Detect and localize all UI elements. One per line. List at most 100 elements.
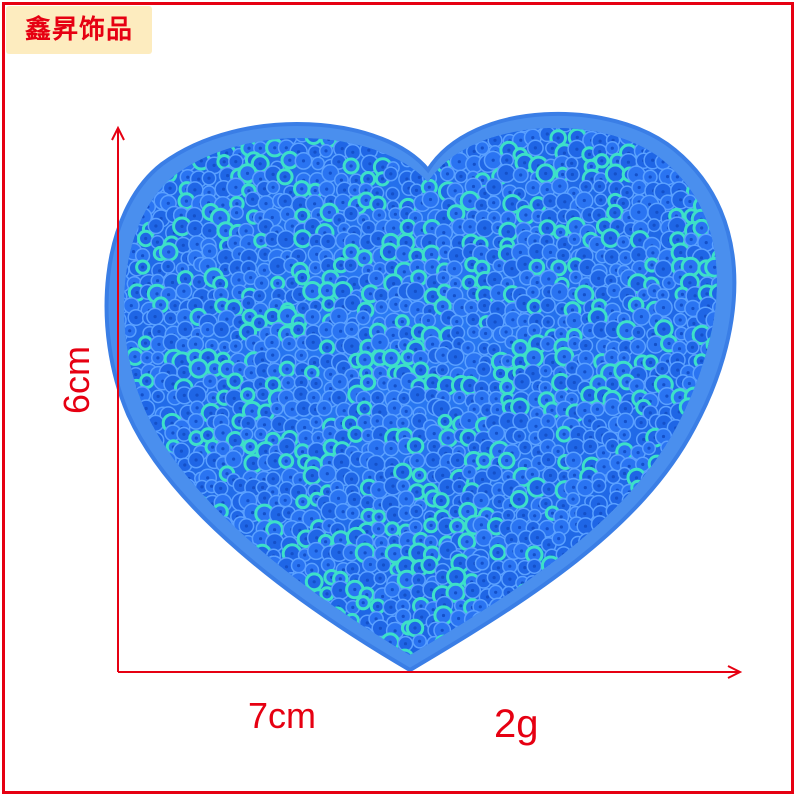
sequin-hole xyxy=(469,250,473,254)
sequin-hole xyxy=(130,602,134,606)
sequin-hole xyxy=(507,148,511,152)
sequin-hole xyxy=(430,394,434,398)
sequin-hole xyxy=(277,293,281,298)
sequin xyxy=(256,582,274,600)
sequin-hole xyxy=(387,250,391,254)
sequin-hole xyxy=(597,305,601,309)
sequin xyxy=(700,623,717,641)
sequin-hole xyxy=(258,216,262,220)
sequin-hole xyxy=(733,332,736,335)
sequin-hole xyxy=(667,341,671,346)
sequin-hole xyxy=(678,318,682,322)
sequin-hole xyxy=(480,561,484,565)
sequin-hole xyxy=(233,654,237,656)
sequin-hole xyxy=(679,303,684,307)
sequin-hole xyxy=(662,383,666,387)
sequin-hole xyxy=(622,433,626,437)
sequin xyxy=(148,480,164,496)
sequin-hole xyxy=(441,276,445,280)
sequin xyxy=(420,127,437,145)
sequin-hole xyxy=(314,549,318,553)
sequin-hole xyxy=(429,540,433,545)
sequin-hole xyxy=(715,626,717,630)
sequin-hole xyxy=(480,477,485,482)
sequin-hole xyxy=(213,617,217,621)
sequin-hole xyxy=(141,254,145,258)
sequin-hole xyxy=(159,616,163,620)
sequin-hole xyxy=(284,565,289,569)
sequin-hole xyxy=(428,309,432,313)
sequin xyxy=(633,648,653,656)
sequin-hole xyxy=(328,432,332,436)
sequin-hole xyxy=(348,422,353,426)
sequin-hole xyxy=(394,302,398,306)
sequin-hole xyxy=(506,217,510,221)
sequin-hole xyxy=(459,604,463,608)
sequin-hole xyxy=(118,124,121,127)
sequin-pattern xyxy=(118,124,736,662)
sequin-hole xyxy=(447,204,451,208)
sequin-hole xyxy=(128,579,132,583)
sequin-hole xyxy=(676,368,680,372)
sequin-hole xyxy=(395,344,399,349)
sequin xyxy=(153,556,172,575)
sequin-hole xyxy=(625,329,629,333)
sequin-hole xyxy=(211,646,215,650)
sequin-hole xyxy=(732,348,735,351)
sequin-hole xyxy=(180,267,184,271)
sequin-hole xyxy=(648,581,652,585)
sequin-hole xyxy=(315,536,319,540)
sequin-hole xyxy=(729,419,732,422)
sequin-hole xyxy=(225,151,229,155)
sequin-hole xyxy=(679,332,684,336)
sequin-hole xyxy=(585,265,589,270)
sequin-hole xyxy=(161,659,164,662)
sequin-hole xyxy=(405,549,409,554)
sequin-hole xyxy=(636,373,640,377)
sequin-hole xyxy=(351,511,355,515)
sequin-hole xyxy=(609,569,613,573)
sequin xyxy=(556,581,571,597)
sequin xyxy=(682,455,700,473)
sequin-hole xyxy=(523,333,528,337)
sequin-hole xyxy=(479,523,483,527)
sequin-hole xyxy=(493,277,497,282)
sequin-hole xyxy=(367,514,371,519)
sequin-hole xyxy=(431,342,435,346)
sequin-hole xyxy=(193,188,197,192)
sequin-hole xyxy=(196,332,200,336)
sequin-hole xyxy=(156,356,160,360)
sequin-hole xyxy=(416,590,420,594)
sequin-hole xyxy=(417,473,421,477)
sequin-hole xyxy=(222,160,226,164)
sequin-hole xyxy=(626,160,631,164)
sequin-hole xyxy=(675,590,679,595)
sequin-hole xyxy=(220,617,224,622)
sequin-hole xyxy=(206,328,210,332)
sequin-hole xyxy=(171,431,175,435)
sequin-hole xyxy=(173,304,177,308)
sequin xyxy=(516,620,536,640)
sequin-hole xyxy=(341,436,345,440)
sequin xyxy=(670,508,689,527)
sequin-hole xyxy=(251,581,255,586)
sequin-hole xyxy=(259,537,263,541)
sequin-hole xyxy=(535,265,539,269)
sequin-hole xyxy=(570,397,574,401)
sequin-hole xyxy=(200,295,204,300)
sequin-hole xyxy=(300,450,305,454)
sequin-hole xyxy=(403,642,408,646)
sequin-hole xyxy=(264,449,268,453)
sequin xyxy=(332,649,347,656)
sequin-hole xyxy=(339,538,343,542)
sequin-hole xyxy=(283,498,287,502)
sequin-hole xyxy=(271,185,275,189)
sequin xyxy=(712,179,717,196)
sequin xyxy=(124,596,140,612)
sequin-hole xyxy=(120,471,123,474)
sequin-hole xyxy=(414,188,419,192)
sequin-hole xyxy=(625,603,629,607)
sequin-hole xyxy=(286,381,290,385)
sequin xyxy=(661,550,677,565)
sequin-hole xyxy=(534,397,538,401)
